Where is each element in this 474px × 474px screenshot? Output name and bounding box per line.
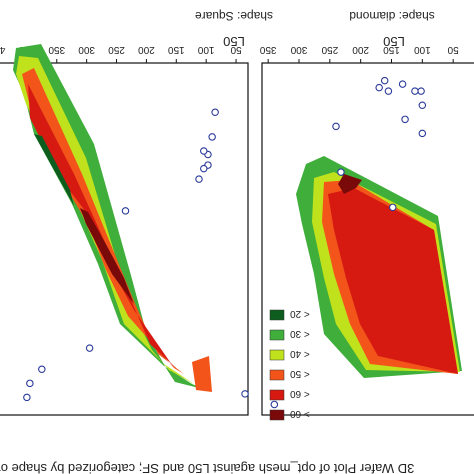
panel-diamond-title: shape: diamond bbox=[349, 9, 434, 23]
data-point bbox=[384, 87, 393, 95]
data-point bbox=[26, 379, 34, 388]
x-tick-label: 250 bbox=[321, 44, 338, 55]
data-point bbox=[418, 101, 427, 109]
data-point bbox=[388, 203, 397, 212]
panel-diamond-frame bbox=[261, 62, 474, 416]
x-tick-label: 350 bbox=[259, 44, 276, 55]
data-point bbox=[401, 115, 409, 124]
x-tick-label: 350 bbox=[48, 44, 65, 55]
data-point bbox=[208, 133, 216, 141]
legend-label: < 20 bbox=[290, 308, 310, 319]
legend-swatch bbox=[269, 409, 285, 421]
x-tick-label: 300 bbox=[290, 44, 307, 55]
data-point bbox=[200, 164, 208, 173]
panel-square-surface bbox=[13, 44, 212, 392]
panel-diamond-surface bbox=[296, 156, 462, 378]
data-point bbox=[375, 83, 383, 92]
panel-diamond-points bbox=[270, 76, 427, 409]
figure-title: 3D Wafer Plot of opt_mesh against L50 an… bbox=[0, 461, 414, 474]
data-point bbox=[121, 207, 130, 215]
panel-square-xlabel: L50 bbox=[223, 34, 245, 49]
data-point bbox=[200, 147, 208, 155]
legend-label: < 50 bbox=[290, 368, 310, 379]
surface-band-gt60 bbox=[338, 174, 362, 194]
surface-band-gt60 bbox=[80, 208, 134, 304]
x-tick-label: 200 bbox=[138, 44, 155, 55]
x-tick-label: 100 bbox=[197, 44, 214, 55]
legend-label: < 60 bbox=[290, 388, 310, 399]
panel-square: shape: Square L50 5010015020025030035040… bbox=[0, 9, 273, 416]
legend-label: < 30 bbox=[290, 328, 310, 339]
legend-swatch bbox=[269, 309, 285, 321]
data-point bbox=[270, 400, 279, 409]
x-tick-label: 100 bbox=[414, 44, 431, 55]
x-tick-label: 150 bbox=[168, 44, 185, 55]
data-point bbox=[332, 122, 340, 131]
legend-swatch bbox=[269, 369, 285, 381]
surface-band-lt50 bbox=[22, 68, 184, 374]
x-tick-label: 300 bbox=[78, 44, 95, 55]
data-point bbox=[211, 108, 219, 117]
legend-label: < 40 bbox=[290, 348, 310, 359]
x-tick-label: 50 bbox=[447, 44, 459, 55]
data-point bbox=[380, 76, 389, 85]
surface-edge-orange bbox=[192, 356, 212, 392]
x-tick-label: 450 bbox=[0, 44, 5, 55]
data-point bbox=[411, 87, 419, 95]
panel-square-frame bbox=[0, 62, 249, 416]
data-point bbox=[337, 168, 345, 176]
data-point bbox=[418, 129, 427, 138]
data-point bbox=[23, 393, 31, 402]
surface-band-lt60 bbox=[328, 188, 458, 374]
data-point bbox=[398, 80, 407, 88]
panel-square-points bbox=[23, 108, 249, 402]
legend-swatch bbox=[269, 329, 285, 341]
data-point bbox=[85, 344, 94, 352]
data-point bbox=[417, 87, 425, 95]
surface-band-lt20 bbox=[34, 134, 74, 206]
legend-swatch bbox=[269, 349, 285, 361]
legend-swatch bbox=[269, 389, 285, 401]
x-tick-label: 150 bbox=[383, 44, 400, 55]
x-tick-label: 250 bbox=[108, 44, 125, 55]
panel-diamond: shape: diamond L50 050100150200250300350… bbox=[259, 9, 474, 421]
x-tick-label: 200 bbox=[352, 44, 369, 55]
data-point bbox=[241, 390, 249, 398]
panel-diamond-xlabel: L50 bbox=[383, 34, 405, 49]
panel-square-title: shape: Square bbox=[195, 9, 273, 23]
legend: < 20 < 30 < 40 < 50 < 60 > 60 bbox=[269, 308, 310, 421]
x-tick-label: 50 bbox=[230, 44, 242, 55]
data-point bbox=[195, 175, 203, 183]
legend-label: > 60 bbox=[290, 408, 310, 419]
data-point bbox=[38, 365, 46, 373]
